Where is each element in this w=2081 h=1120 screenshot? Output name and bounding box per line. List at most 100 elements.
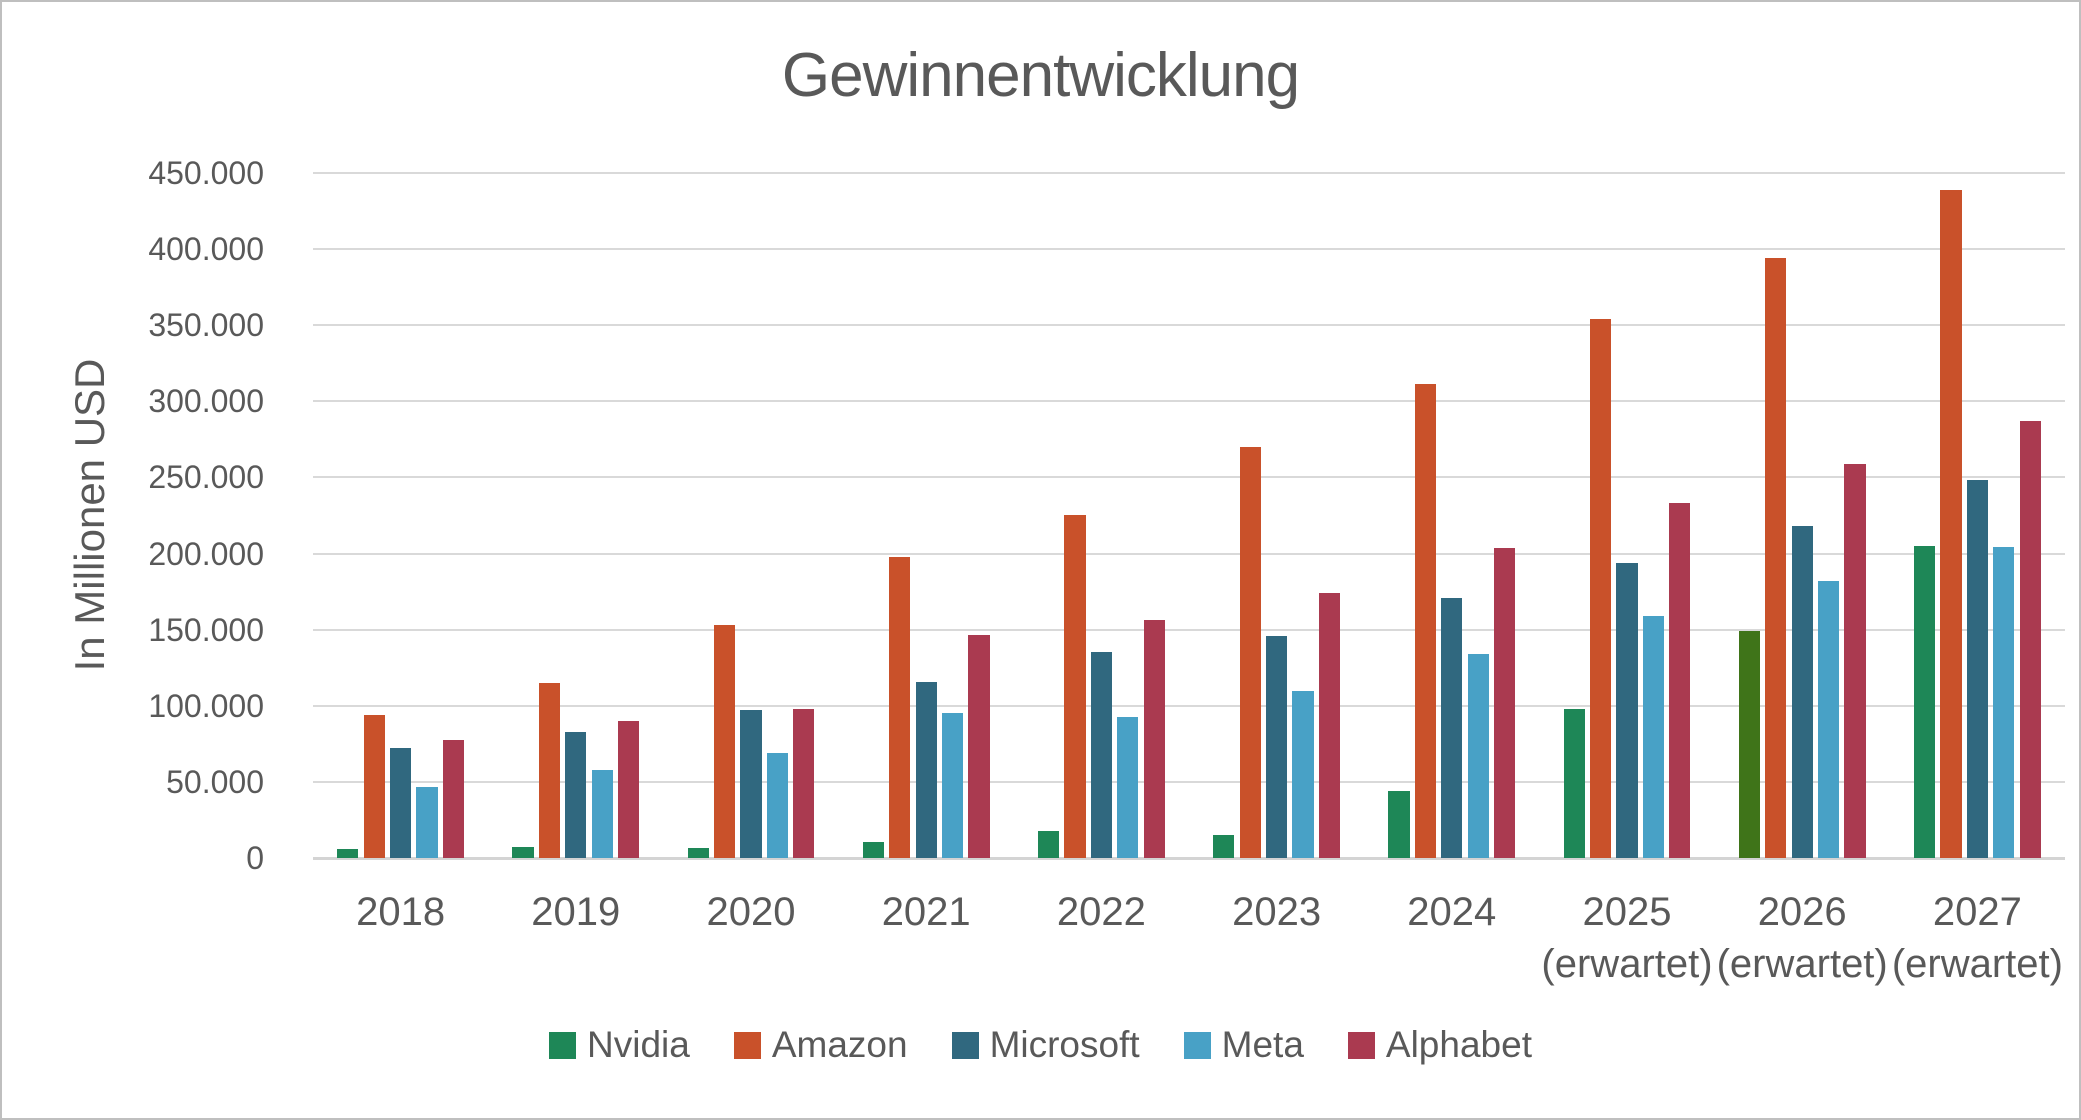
gridline xyxy=(313,400,2065,403)
bar-amazon-2022 xyxy=(1064,515,1086,858)
x-tick-year: 2019 xyxy=(531,890,621,934)
bar-meta-2026 xyxy=(1817,580,1840,858)
x-tick-year: 2021 xyxy=(881,890,971,934)
x-tick-label-2027: 2027 (erwartet) xyxy=(1857,886,2079,990)
gridline xyxy=(313,172,2065,174)
y-tick-label: 200.000 xyxy=(148,535,264,572)
x-tick-year: 2024 xyxy=(1407,890,1497,934)
bar-microsoft-2021 xyxy=(915,681,937,858)
bar-alphabet-2027 xyxy=(2019,421,2041,858)
legend-swatch-icon xyxy=(549,1031,576,1059)
legend-item-microsoft: Microsoft xyxy=(951,1024,1140,1066)
bar-meta-2025 xyxy=(1642,615,1665,858)
bar-microsoft-2025 xyxy=(1616,562,1638,858)
bar-amazon-2018 xyxy=(363,715,385,858)
bar-alphabet-2023 xyxy=(1318,593,1341,858)
legend-swatch-icon xyxy=(951,1031,979,1059)
gridline xyxy=(313,552,2065,555)
y-tick-label: 300.000 xyxy=(148,383,264,420)
bar-microsoft-2019 xyxy=(565,731,587,858)
bar-microsoft-2026 xyxy=(1791,526,1813,858)
bar-nvidia-2027 xyxy=(1913,545,1936,858)
x-tick-erwartet: (erwartet) xyxy=(1891,942,2063,986)
bar-amazon-2024 xyxy=(1414,383,1437,858)
x-tick-year: 2026 xyxy=(1757,890,1847,934)
x-axis-line xyxy=(313,857,2065,860)
y-tick-label: 150.000 xyxy=(148,611,264,648)
legend-label: Amazon xyxy=(771,1024,908,1065)
bar-amazon-2019 xyxy=(538,682,561,858)
bar-meta-2024 xyxy=(1467,653,1489,858)
x-tick-label-2022: 2022 xyxy=(981,886,1221,938)
bar-meta-2020 xyxy=(766,752,789,858)
bar-nvidia-2021 xyxy=(862,842,885,858)
bar-alphabet-2020 xyxy=(793,709,815,858)
bar-amazon-2027 xyxy=(1940,189,1962,858)
y-tick-label: 50.000 xyxy=(166,763,264,800)
x-tick-year: 2027 xyxy=(1932,890,2022,934)
bar-meta-2019 xyxy=(591,769,613,858)
x-tick-erwartet: (erwartet) xyxy=(1541,942,1713,986)
y-tick-label: 250.000 xyxy=(148,459,264,496)
bar-microsoft-2024 xyxy=(1441,597,1463,858)
x-tick-label-2018: 2018 xyxy=(281,886,521,938)
legend-swatch-icon xyxy=(1183,1031,1211,1059)
bar-meta-2027 xyxy=(1993,547,2015,858)
bar-meta-2022 xyxy=(1117,716,1139,858)
chart-title: Gewinnentwicklung xyxy=(781,41,1300,110)
bar-nvidia-2022 xyxy=(1037,831,1060,858)
legend-label: Microsoft xyxy=(989,1024,1140,1065)
bar-microsoft-2022 xyxy=(1090,651,1113,858)
y-tick-label: 0 xyxy=(246,840,264,876)
legend-label: Nvidia xyxy=(587,1024,690,1065)
bar-nvidia-2023 xyxy=(1213,834,1235,858)
bar-alphabet-2018 xyxy=(442,740,465,858)
legend-item-alphabet: Alphabet xyxy=(1347,1024,1532,1066)
bar-nvidia-2018 xyxy=(337,849,359,858)
bar-nvidia-2019 xyxy=(512,847,534,858)
gridline xyxy=(313,704,2065,707)
legend-swatch-icon xyxy=(1347,1031,1375,1059)
bar-meta-2023 xyxy=(1292,690,1314,858)
gridline xyxy=(313,780,2065,783)
bar-alphabet-2021 xyxy=(968,634,990,858)
legend-item-amazon: Amazon xyxy=(733,1024,908,1066)
bar-nvidia-2026 xyxy=(1738,631,1761,858)
bar-amazon-2025 xyxy=(1589,319,1612,858)
y-tick-label: 100.000 xyxy=(148,687,264,724)
bar-nvidia-2024 xyxy=(1388,790,1410,858)
x-tick-label-2020: 2020 xyxy=(631,886,871,938)
bar-microsoft-2027 xyxy=(1966,480,1989,858)
bar-amazon-2020 xyxy=(713,625,736,858)
bar-nvidia-2025 xyxy=(1563,708,1585,858)
bar-nvidia-2020 xyxy=(687,847,709,858)
legend-label: Meta xyxy=(1221,1024,1304,1065)
x-tick-label-2024: 2024 xyxy=(1332,886,1572,938)
x-tick-year: 2022 xyxy=(1056,890,1146,934)
x-tick-label-2025: 2025 (erwartet) xyxy=(1507,886,1747,990)
legend-swatch-icon xyxy=(733,1031,761,1059)
bar-alphabet-2019 xyxy=(617,721,640,858)
bar-microsoft-2018 xyxy=(389,748,412,858)
x-tick-year: 2020 xyxy=(706,890,796,934)
bar-amazon-2023 xyxy=(1239,446,1261,858)
bar-alphabet-2026 xyxy=(1844,463,1866,858)
y-tick-label: 450.000 xyxy=(148,155,264,191)
legend-item-nvidia: Nvidia xyxy=(549,1024,690,1066)
gridline xyxy=(313,324,2065,327)
gridline xyxy=(313,628,2065,631)
x-tick-label-2023: 2023 xyxy=(1157,886,1397,938)
legend: Nvidia Amazon Microsoft Meta Alphabet xyxy=(2,1024,2079,1066)
legend-item-meta: Meta xyxy=(1183,1024,1304,1066)
x-tick-label-2019: 2019 xyxy=(456,886,696,938)
bar-microsoft-2020 xyxy=(740,710,762,858)
bar-amazon-2026 xyxy=(1765,258,1787,858)
bar-meta-2018 xyxy=(416,787,438,858)
x-tick-label-2021: 2021 xyxy=(806,886,1046,938)
x-tick-label-2026: 2026 (erwartet) xyxy=(1682,886,1922,990)
bar-microsoft-2023 xyxy=(1265,635,1288,858)
x-tick-erwartet: (erwartet) xyxy=(1716,942,1888,986)
bar-alphabet-2025 xyxy=(1669,503,1691,858)
y-tick-label: 350.000 xyxy=(148,307,264,344)
